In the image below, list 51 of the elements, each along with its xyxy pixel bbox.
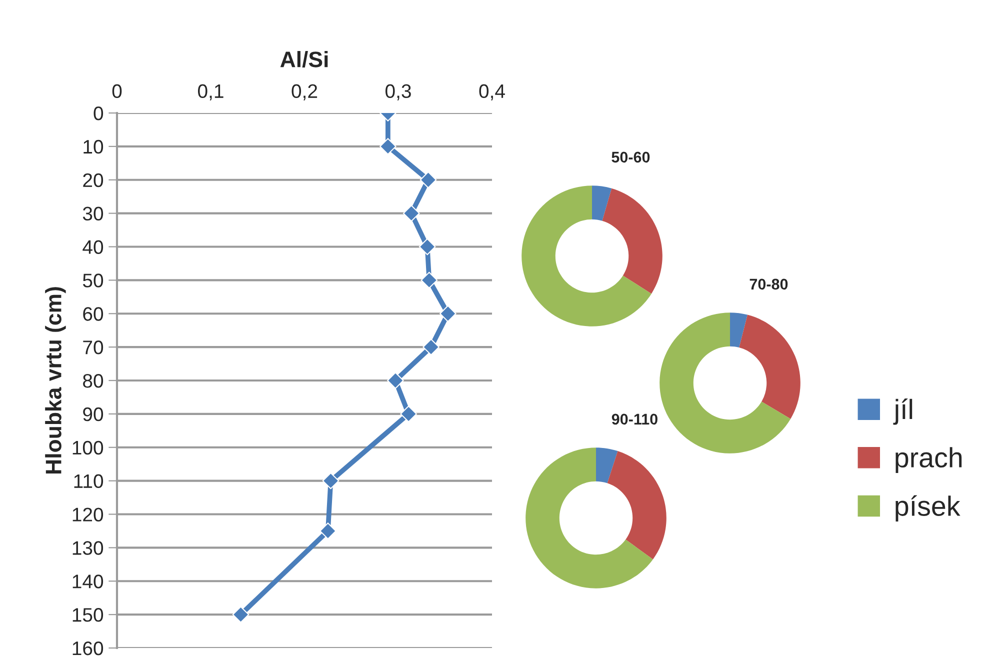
y-tick-label: 150 — [72, 608, 104, 622]
x-tick-label: 0,3 — [385, 84, 411, 100]
donut-slice — [526, 448, 653, 588]
y-tick-label: 160 — [72, 641, 104, 656]
y-tick-label: 40 — [82, 240, 104, 254]
y-tick-label: 130 — [72, 541, 104, 555]
point — [380, 138, 396, 155]
x-tick-label: 0,4 — [479, 84, 505, 100]
x-tick-label: 0,2 — [292, 84, 318, 100]
chart-title: 70-80 — [750, 278, 788, 290]
y-tick-label: 110 — [74, 474, 104, 488]
y-tick-label: 70 — [83, 340, 104, 354]
donut-slice — [596, 448, 618, 484]
y-tick-label: 100 — [72, 440, 104, 455]
x-axis-title: Al/Si — [280, 50, 328, 68]
point — [420, 272, 438, 289]
y-tick-label: 90 — [83, 407, 104, 422]
y-tick-label: 10 — [84, 140, 104, 154]
legend-label: jíl — [893, 398, 912, 425]
x-tick-label: 0,1 — [198, 84, 224, 100]
y-tick-label: 60 — [83, 307, 104, 321]
y-tick-label: 140 — [72, 574, 104, 588]
legend-label: prach — [896, 447, 962, 474]
donut-slice — [607, 451, 666, 560]
point — [322, 472, 340, 490]
point — [422, 338, 440, 356]
donut-slice — [602, 188, 662, 294]
x-tick-label: 0 — [112, 84, 122, 98]
point — [420, 172, 437, 188]
y-tick-label: 20 — [83, 173, 104, 188]
point — [232, 606, 250, 623]
point — [400, 406, 417, 422]
y-tick-label: 80 — [83, 374, 104, 388]
point — [440, 305, 456, 322]
y-tick-label: 30 — [82, 206, 104, 221]
point — [320, 522, 336, 540]
legend-label: písek — [896, 495, 960, 522]
point — [403, 204, 420, 222]
chart-title: 90-110 — [612, 414, 658, 425]
y-tick-label: 0 — [94, 106, 104, 120]
donut-slice — [660, 312, 791, 454]
donut-slice — [522, 186, 652, 326]
y-tick-label: 120 — [72, 508, 104, 522]
point — [387, 372, 404, 389]
donut-slice — [739, 314, 800, 419]
y-axis-title: Hloubka vrtu (cm) — [45, 287, 66, 474]
chart-title: 50-60 — [612, 152, 650, 163]
donut-slice — [730, 312, 748, 348]
y-tick-label: 50 — [82, 274, 104, 288]
point — [418, 238, 436, 256]
donut-slice — [592, 186, 612, 221]
